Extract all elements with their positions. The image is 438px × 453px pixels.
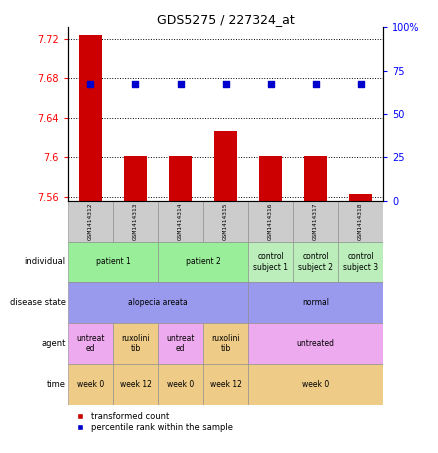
Text: patient 1: patient 1 (95, 257, 131, 266)
Bar (169, 156, 192, 201)
Text: agent: agent (42, 339, 66, 348)
Title: GDS5275 / 227324_at: GDS5275 / 227324_at (157, 13, 294, 26)
Text: untreat
ed: untreat ed (76, 334, 105, 353)
Bar (248, 201, 293, 241)
Text: time: time (47, 380, 66, 389)
Bar (293, 201, 338, 241)
Bar (124, 156, 147, 201)
Text: individual: individual (25, 257, 66, 266)
Text: control
subject 2: control subject 2 (298, 252, 333, 272)
Bar (248, 364, 383, 405)
Bar (338, 241, 383, 282)
Point (357, 81, 364, 88)
Text: GSM1414312: GSM1414312 (88, 202, 93, 240)
Text: GSM1414316: GSM1414316 (268, 202, 273, 240)
Point (312, 81, 319, 88)
Point (222, 81, 229, 88)
Text: GSM1414314: GSM1414314 (178, 202, 183, 240)
Polygon shape (66, 260, 67, 265)
Point (87, 81, 94, 88)
Text: GSM1414313: GSM1414313 (133, 202, 138, 240)
Point (267, 81, 274, 88)
Polygon shape (66, 341, 67, 346)
Bar (203, 201, 248, 241)
Bar (350, 194, 372, 201)
Point (132, 81, 139, 88)
Text: ruxolini
tib: ruxolini tib (211, 334, 240, 353)
Text: control
subject 1: control subject 1 (253, 252, 288, 272)
Bar (68, 364, 113, 405)
Bar (203, 323, 248, 364)
Bar (113, 323, 158, 364)
Text: alopecia areata: alopecia areata (128, 298, 188, 307)
Text: normal: normal (302, 298, 329, 307)
Bar (214, 131, 237, 201)
Bar (68, 201, 113, 241)
Text: untreat
ed: untreat ed (166, 334, 195, 353)
Text: GSM1414315: GSM1414315 (223, 202, 228, 240)
Text: week 0: week 0 (302, 380, 329, 389)
Bar (158, 364, 203, 405)
Bar (113, 201, 158, 241)
Text: disease state: disease state (10, 298, 66, 307)
Bar (158, 323, 203, 364)
Text: week 0: week 0 (77, 380, 104, 389)
Bar (248, 282, 383, 323)
Bar (68, 323, 113, 364)
Bar (79, 35, 102, 201)
Bar (113, 364, 158, 405)
Bar (68, 282, 248, 323)
Bar (248, 241, 293, 282)
Bar (158, 241, 248, 282)
Text: week 0: week 0 (167, 380, 194, 389)
Bar (338, 201, 383, 241)
Bar (248, 323, 383, 364)
Legend: transformed count, percentile rank within the sample: transformed count, percentile rank withi… (72, 412, 233, 432)
Text: untreated: untreated (297, 339, 335, 348)
Text: GSM1414317: GSM1414317 (313, 202, 318, 240)
Bar (203, 364, 248, 405)
Text: control
subject 3: control subject 3 (343, 252, 378, 272)
Text: week 12: week 12 (210, 380, 241, 389)
Bar (259, 156, 282, 201)
Polygon shape (66, 382, 67, 387)
Bar (304, 156, 327, 201)
Bar (158, 201, 203, 241)
Text: patient 2: patient 2 (186, 257, 220, 266)
Bar (293, 241, 338, 282)
Point (177, 81, 184, 88)
Bar (68, 241, 158, 282)
Text: ruxolini
tib: ruxolini tib (121, 334, 150, 353)
Text: week 12: week 12 (120, 380, 152, 389)
Polygon shape (66, 300, 67, 305)
Text: GSM1414318: GSM1414318 (358, 202, 363, 240)
